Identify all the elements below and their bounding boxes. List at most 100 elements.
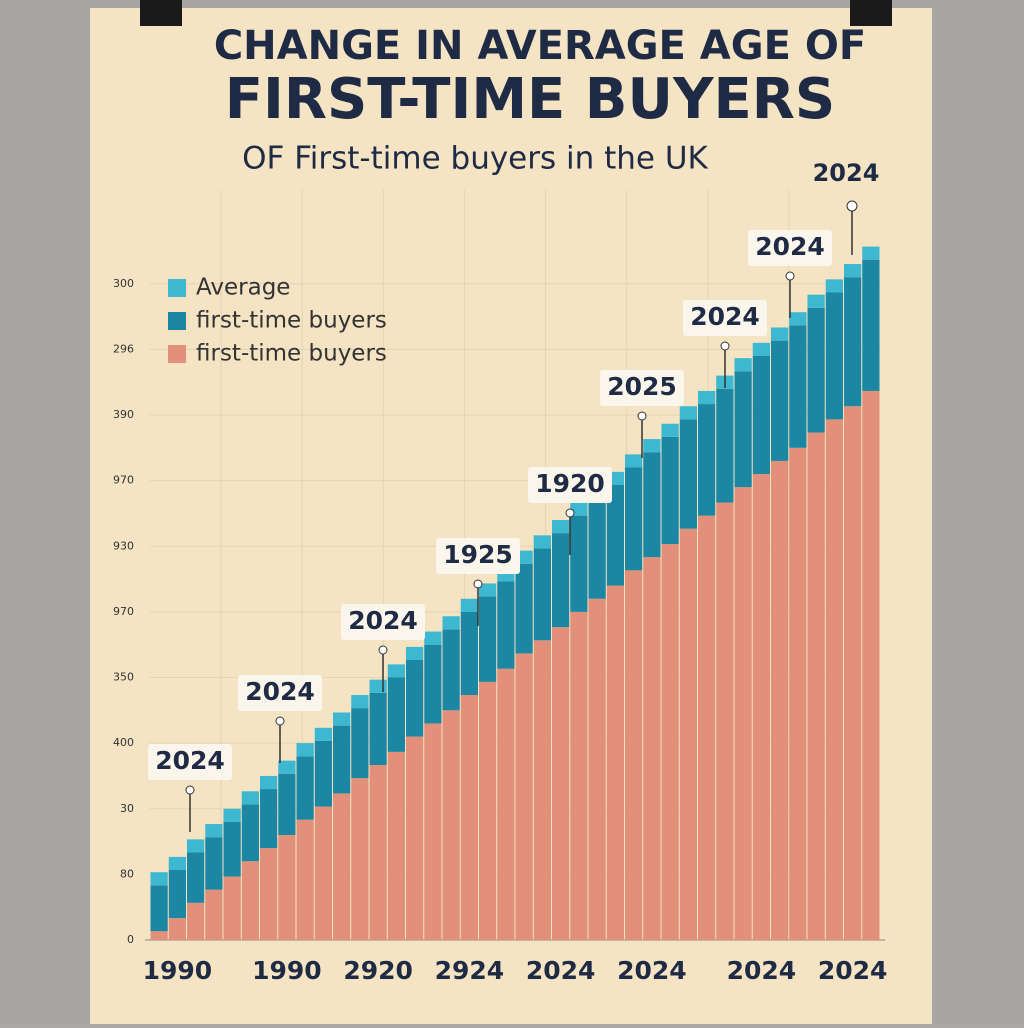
legend-label: first-time buyers — [196, 341, 387, 367]
x-tick-label: 2024 — [617, 956, 687, 985]
bar-segment — [460, 611, 478, 695]
bar-segment — [314, 806, 332, 940]
bar-segment — [752, 342, 770, 356]
bar-segment — [260, 848, 278, 940]
bar-segment — [862, 390, 880, 940]
bar-segment — [333, 793, 351, 940]
bar-segment — [515, 563, 533, 654]
annotation-box — [436, 538, 520, 574]
bar-segment — [187, 852, 205, 903]
bar-segment — [533, 535, 551, 549]
bar-segment — [752, 474, 770, 940]
annotation-box — [683, 300, 767, 336]
annotation-pin-head — [185, 785, 195, 795]
annotation: 2024 — [755, 232, 825, 261]
annotation-pin-head — [275, 716, 285, 726]
bar-segment — [241, 791, 259, 805]
bar-segment — [369, 765, 387, 940]
annotation-box — [341, 604, 425, 640]
bar-segment — [168, 870, 186, 919]
bar-segment — [716, 388, 734, 503]
bar-segment — [807, 432, 825, 940]
top-label: 2024 — [813, 159, 880, 187]
bar-segment — [369, 692, 387, 765]
bar-segment — [479, 681, 497, 940]
y-tick-label: 390 — [113, 408, 134, 421]
bar-segment — [606, 485, 624, 586]
legend-swatch — [168, 312, 186, 330]
bar-segment — [643, 452, 661, 558]
y-tick-label: 296 — [113, 342, 134, 355]
bar-segment — [698, 404, 716, 516]
bar-segment — [497, 668, 515, 940]
bar-segment — [205, 889, 223, 940]
bar-segment — [351, 695, 369, 709]
bar-segment — [479, 596, 497, 682]
chart-subtitle: OF First-time buyers in the UK — [242, 141, 708, 177]
annotation-box — [748, 230, 832, 266]
y-tick-label: 930 — [113, 539, 134, 552]
bar-segment — [807, 307, 825, 433]
bar-segment — [862, 259, 880, 391]
bar-segment — [406, 736, 424, 940]
bar-segment — [771, 327, 789, 341]
bar-segment — [625, 467, 643, 571]
bar-segment — [734, 487, 752, 940]
legend-swatch — [168, 279, 186, 297]
bar-segment — [187, 902, 205, 940]
bar-segment — [825, 419, 843, 940]
bar-segment — [205, 824, 223, 838]
bar-segment — [570, 502, 588, 516]
bar-segment — [296, 756, 314, 820]
bar-segment — [278, 773, 296, 835]
bar-segment — [150, 931, 168, 940]
bar-segment — [679, 528, 697, 940]
bar-segment — [314, 727, 332, 741]
bar-segment — [278, 835, 296, 940]
annotation: 2024 — [348, 606, 418, 635]
bar-segment — [862, 246, 880, 260]
bar-segment — [387, 751, 405, 940]
bar-segment — [351, 708, 369, 779]
bar-segment — [552, 520, 570, 534]
y-tick-label: 0 — [127, 933, 134, 946]
bar-segment — [442, 629, 460, 711]
bar-segment — [661, 544, 679, 940]
x-tick-label: 1990 — [143, 956, 213, 985]
bar-segment — [588, 500, 606, 599]
bar-segment — [844, 277, 862, 407]
x-tick-label: 1990 — [252, 956, 322, 985]
x-tick-label: 2024 — [526, 956, 596, 985]
bar-segment — [789, 447, 807, 940]
y-tick-label: 30 — [120, 802, 134, 815]
x-tick-label: 2924 — [435, 956, 505, 985]
bar-segment — [150, 872, 168, 886]
bar-segment — [533, 548, 551, 641]
y-tick-label: 300 — [113, 277, 134, 290]
bar-segment — [150, 885, 168, 932]
bar-segment — [205, 837, 223, 890]
bar-segment — [296, 743, 314, 757]
bar-segment — [789, 325, 807, 448]
bar-segment — [625, 454, 643, 468]
annotation-pin-head — [720, 341, 730, 351]
annotation-box — [148, 744, 232, 780]
bar-segment — [223, 876, 241, 940]
bar-segment — [679, 406, 697, 420]
bar-segment — [424, 631, 442, 645]
annotation: 1925 — [443, 540, 513, 569]
bar-segment — [661, 423, 679, 437]
clip-right — [850, 0, 892, 26]
bar-segment — [588, 598, 606, 940]
bar-segment — [752, 355, 770, 475]
bar-segment — [479, 583, 497, 597]
bar-segment — [424, 723, 442, 940]
bar-segment — [296, 819, 314, 940]
bar-segment — [552, 533, 570, 628]
annotation: 2025 — [607, 372, 677, 401]
bar-segment — [734, 371, 752, 488]
annotation-box — [528, 467, 612, 503]
bar-segment — [260, 789, 278, 849]
bar-segment — [442, 710, 460, 940]
annotation-pin-head — [637, 411, 647, 421]
